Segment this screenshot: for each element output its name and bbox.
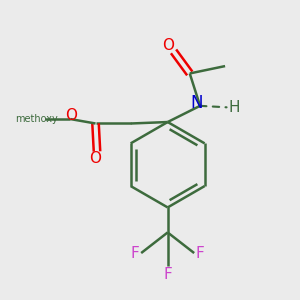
Text: F: F [131,246,140,261]
Text: O: O [65,108,77,123]
Text: O: O [162,38,174,53]
Text: N: N [191,94,203,112]
Text: methoxy: methoxy [15,114,58,124]
Text: F: F [163,267,172,282]
Text: F: F [196,246,204,261]
Text: O: O [88,151,101,166]
Text: H: H [228,100,240,115]
